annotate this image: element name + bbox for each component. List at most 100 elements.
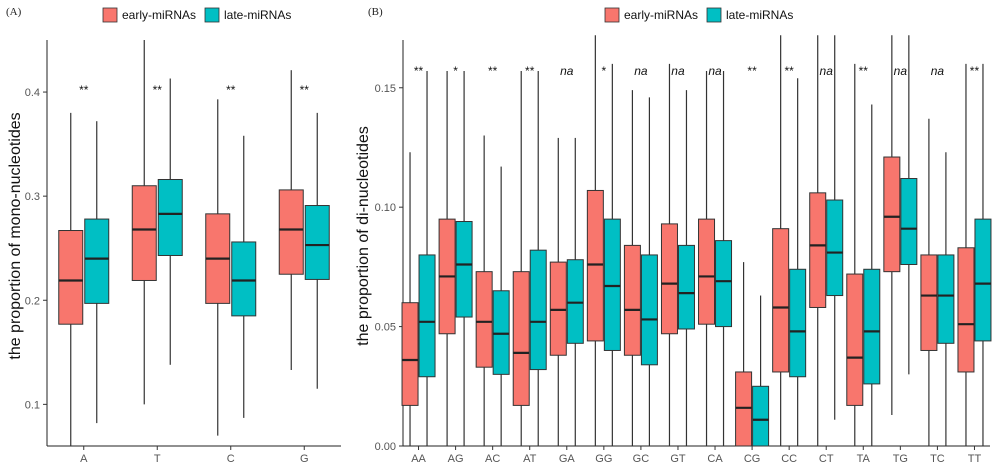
panel-b-box-early-ta bbox=[846, 273, 864, 406]
panel-b-box-late-ct bbox=[826, 199, 844, 297]
panel-a-box-early-t bbox=[131, 185, 157, 281]
panel-a-x-tick-label-t: T bbox=[154, 453, 161, 463]
panel-b-legend-early-label: early-miRNAs bbox=[624, 8, 698, 22]
panel-b-marks: 0.00 0.05 0.10 0.15 AA ** AG * AC ** AT ** GA na GG * GC… bbox=[375, 35, 992, 463]
panel-a-y-axis-title: the proportion of mono-nucleotides bbox=[7, 112, 24, 359]
panel-a-legend-late-swatch bbox=[204, 7, 220, 23]
panel-b-x-tick-label-ac: AC bbox=[485, 453, 500, 463]
panel-b-x-tick-label-gg: GG bbox=[595, 453, 612, 463]
panel-b-x-tick-label-gc: GC bbox=[633, 453, 650, 463]
panel-b-significance-gc: na bbox=[634, 64, 648, 78]
panel-b-box-late-tg bbox=[900, 178, 918, 265]
panel-b-significance-aa: ** bbox=[414, 64, 424, 78]
panel-b-box-late-ag bbox=[455, 221, 473, 318]
panel-b-significance-ct: na bbox=[820, 64, 834, 78]
panel-b-y-axis-title: the proportion of di-nucleotides bbox=[355, 126, 372, 346]
panel-a-box-late-g bbox=[304, 205, 330, 280]
panel-b-box-late-aa bbox=[418, 254, 436, 378]
panel-a-x-tick-label-g: G bbox=[300, 453, 309, 463]
panel-b-box-early-ct bbox=[809, 192, 827, 308]
panel-b-significance-ca: na bbox=[708, 64, 722, 78]
panel-a: (A) the proportion of mono-nucleotides e… bbox=[6, 6, 341, 463]
panel-b-x-tick-label-ta: TA bbox=[857, 453, 871, 463]
panel-a-significance-c: ** bbox=[226, 83, 236, 97]
panel-a-y-tick-label: 0.3 bbox=[25, 191, 40, 203]
panel-b-box-early-ga bbox=[549, 261, 567, 356]
panel-b-significance-gt: na bbox=[671, 64, 685, 78]
panel-a-significance-t: ** bbox=[153, 83, 163, 97]
panel-b-y-tick-label: 0.05 bbox=[375, 322, 396, 334]
panel-a-marks: 0.1 0.2 0.3 0.4 A ** T ** C ** G ** bbox=[25, 40, 330, 463]
panel-a-x-tick-label-c: C bbox=[227, 453, 235, 463]
panel-b-x-tick-label-gt: GT bbox=[670, 453, 686, 463]
panel-b-significance-cg: ** bbox=[747, 64, 757, 78]
panel-b-legend-early-swatch bbox=[604, 7, 620, 23]
panel-b-significance-at: ** bbox=[525, 64, 535, 78]
panel-a-box-late-a bbox=[84, 218, 110, 304]
panel-b-x-tick-label-at: AT bbox=[523, 453, 537, 463]
panel-a-significance-a: ** bbox=[79, 83, 89, 97]
panel-a-box-late-c bbox=[231, 241, 257, 317]
panel-b-x-tick-label-aa: AA bbox=[411, 453, 426, 463]
panel-b-significance-ag: * bbox=[453, 64, 458, 78]
panel-b-box-early-gg bbox=[586, 189, 604, 342]
panel-b-box-late-cg bbox=[752, 385, 770, 447]
panel-b-box-late-at bbox=[529, 249, 547, 371]
panel-b-significance-ga: na bbox=[560, 64, 574, 78]
panel-a-y-tick-label: 0.2 bbox=[25, 295, 40, 307]
panel-b-box-late-gc bbox=[640, 254, 658, 366]
panel-b-x-tick-label-ct: CT bbox=[819, 453, 834, 463]
panel-b-y-tick-label: 0.10 bbox=[375, 202, 396, 214]
panel-b-box-late-tc bbox=[937, 254, 955, 344]
panel-a-legend-early-swatch bbox=[102, 7, 118, 23]
panel-b-y-tick-label: 0.15 bbox=[375, 83, 396, 95]
panel-a-box-early-a bbox=[58, 230, 84, 325]
panel-b-x-tick-label-cg: CG bbox=[744, 453, 761, 463]
panel-a-legend-early-label: early-miRNAs bbox=[122, 8, 196, 22]
panel-b-y-tick-label: 0.00 bbox=[375, 441, 396, 453]
panel-b-significance-tg: na bbox=[894, 64, 908, 78]
panel-b-x-tick-label-tc: TC bbox=[930, 453, 945, 463]
panel-b-significance-cc: ** bbox=[784, 64, 794, 78]
panel-b-box-late-ga bbox=[566, 259, 584, 344]
panel-a-label: (A) bbox=[6, 6, 22, 18]
panel-a-y-tick-label: 0.1 bbox=[25, 399, 40, 411]
panel-b-box-early-at bbox=[512, 271, 530, 406]
panel-b: (B) the proportion of di-nucleotides ear… bbox=[355, 6, 992, 463]
panel-a-significance-g: ** bbox=[300, 83, 310, 97]
panel-a-box-early-g bbox=[278, 189, 304, 275]
panel-b-label: (B) bbox=[368, 6, 383, 18]
panel-a-y-tick-label: 0.4 bbox=[25, 87, 40, 99]
panel-b-box-early-cc bbox=[772, 228, 790, 373]
panel-b-box-early-tc bbox=[920, 254, 938, 351]
panel-b-significance-gg: * bbox=[602, 64, 607, 78]
panel-b-box-early-gc bbox=[623, 244, 641, 356]
panel-b-box-late-ca bbox=[715, 240, 733, 328]
panel-b-x-tick-label-ca: CA bbox=[707, 453, 723, 463]
panel-b-box-late-ac bbox=[492, 290, 510, 375]
panel-b-box-early-cg bbox=[735, 371, 753, 447]
panel-b-box-early-ca bbox=[698, 218, 716, 325]
panel-b-legend-late-swatch bbox=[706, 7, 722, 23]
panel-b-box-early-gt bbox=[660, 223, 678, 335]
panel-b-box-late-cc bbox=[789, 268, 807, 378]
panel-b-box-early-tg bbox=[883, 156, 901, 273]
panel-b-box-late-gt bbox=[677, 244, 695, 330]
panel-b-significance-tc: na bbox=[931, 64, 945, 78]
panel-b-x-tick-label-tt: TT bbox=[968, 453, 982, 463]
panel-b-x-tick-label-ag: AG bbox=[448, 453, 464, 463]
panel-a-legend-late-label: late-miRNAs bbox=[224, 8, 291, 22]
panel-b-x-tick-label-cc: CC bbox=[781, 453, 797, 463]
panel-b-box-late-tt bbox=[974, 218, 992, 342]
panel-b-box-early-tt bbox=[957, 247, 975, 373]
panel-b-box-late-ta bbox=[863, 268, 881, 385]
panel-a-box-late-t bbox=[157, 178, 183, 256]
panel-b-significance-tt: ** bbox=[970, 64, 980, 78]
panel-a-legend: early-miRNAs late-miRNAs bbox=[102, 7, 291, 23]
panel-b-box-early-ac bbox=[475, 271, 493, 368]
panel-b-significance-ac: ** bbox=[488, 64, 498, 78]
panel-b-x-tick-label-ga: GA bbox=[559, 453, 576, 463]
panel-b-x-tick-label-tg: TG bbox=[893, 453, 908, 463]
panel-b-box-early-aa bbox=[401, 302, 419, 406]
